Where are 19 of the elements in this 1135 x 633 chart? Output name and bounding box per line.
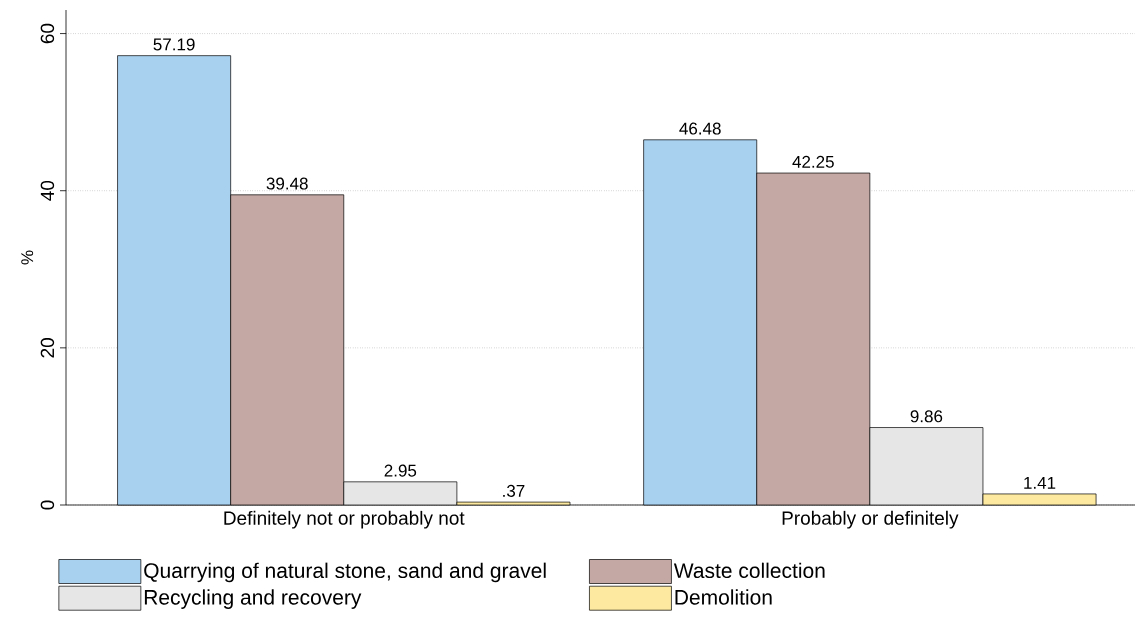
legend-label: Demolition: [675, 589, 772, 605]
y-tick-label: 60: [40, 23, 55, 44]
x-tick-label: Probably or definitely: [782, 510, 959, 529]
legend-label: Waste collection: [673, 562, 825, 579]
legend-label: Recycling and recovery: [144, 589, 362, 609]
data-label: 42.25: [792, 155, 834, 168]
data-label: 39.48: [266, 177, 308, 190]
data-label: 9.86: [910, 410, 943, 423]
data-label: 2.95: [384, 464, 417, 477]
y-tick-label: 20: [40, 338, 55, 358]
data-label: 57.19: [153, 38, 195, 51]
y-tick-label: 0: [40, 500, 55, 510]
x-tick-label: Definitely not or probably not: [224, 510, 465, 529]
legend-label: Quarrying of natural stone, sand and gravel: [144, 562, 546, 583]
data-label: .37: [503, 484, 525, 497]
data-label: 46.48: [679, 122, 721, 135]
y-axis-title: %: [21, 250, 34, 265]
data-label: 1.41: [1024, 477, 1056, 489]
y-tick-label: 40: [40, 180, 55, 201]
